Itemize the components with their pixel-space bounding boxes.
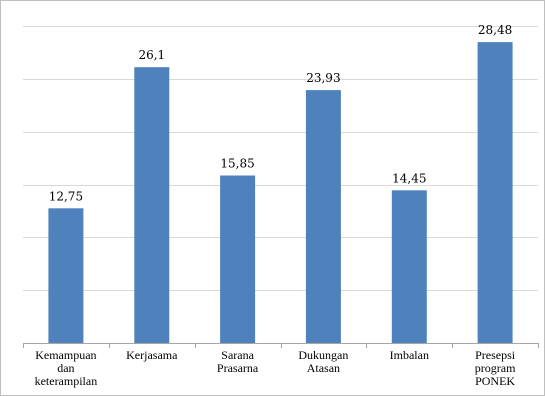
category-label: Dukungan [298, 348, 348, 362]
category-label: Atasan [307, 361, 340, 375]
category-label: program [475, 361, 516, 375]
category-label: keterampilan [35, 374, 98, 388]
data-labels: 12,75 26,1 15,85 23,93 14,45 28,48 [49, 23, 513, 203]
data-label: 12,75 [49, 189, 83, 203]
data-label: 14,45 [392, 171, 426, 185]
category-label: dan [57, 361, 74, 375]
bar [134, 67, 170, 343]
bar [220, 175, 256, 343]
category-label: Imbalan [390, 348, 429, 362]
category-label: Presepsi [475, 348, 516, 362]
category-label: Kemampuan [35, 348, 96, 362]
category-label: Kerjasama [126, 348, 178, 362]
category-label: Prasarna [217, 361, 259, 375]
category-label: Sarana [221, 348, 254, 362]
x-axis [23, 343, 539, 348]
bar [477, 42, 513, 343]
bar [391, 190, 427, 343]
gridlines [23, 26, 538, 291]
category-label: PONEK [475, 374, 515, 388]
data-label: 28,48 [478, 23, 512, 37]
data-label: 15,85 [220, 157, 254, 171]
bars [48, 42, 513, 343]
data-label: 26,1 [138, 48, 165, 62]
data-label: 23,93 [306, 71, 340, 85]
bar [48, 208, 84, 343]
bar [305, 90, 341, 343]
